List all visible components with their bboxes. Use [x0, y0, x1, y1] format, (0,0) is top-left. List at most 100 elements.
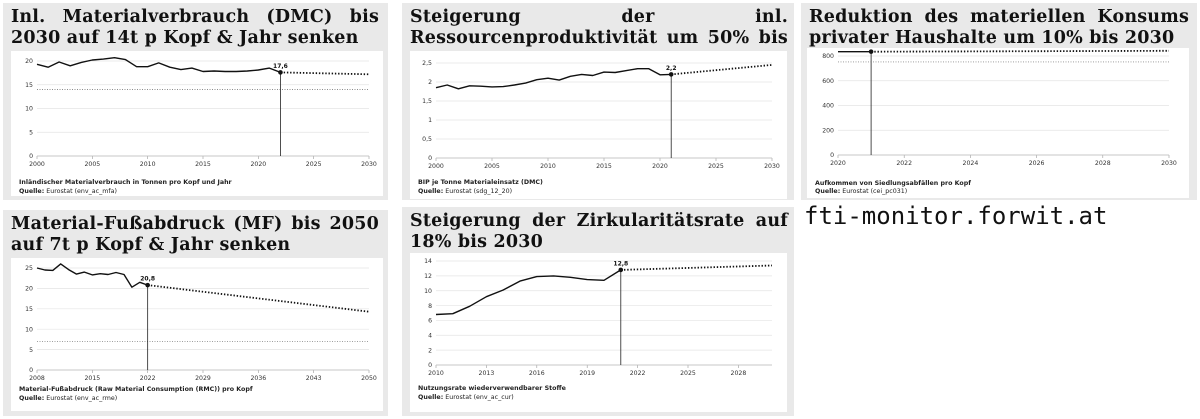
- data-line: [36, 263, 148, 288]
- x-tick-label: 2028: [1095, 160, 1111, 167]
- projection-line: [871, 49, 1170, 53]
- x-tick-label: 2008: [29, 375, 45, 382]
- panel-title-circularity: Steigerung der Zirkularitätsrate auf 18%…: [410, 211, 788, 252]
- x-tick-label: 2000: [428, 163, 444, 170]
- x-tick-label: 2022: [896, 160, 912, 167]
- y-tick-label: 5: [29, 129, 33, 136]
- y-tick-label: 6: [428, 318, 432, 325]
- chart-dmc: 0 5 10 15 20 2000 2005 2010 2015 2020 2025 2030 17,6: [25, 56, 377, 168]
- y-tick-label: 0: [29, 153, 33, 160]
- x-tick-label: 2028: [731, 370, 747, 377]
- y-tick-label: 20: [25, 286, 33, 293]
- x-tick-label: 2015: [84, 375, 100, 382]
- marker-point: [868, 49, 874, 54]
- panel-households: Reduktion des materiellen Konsums privat…: [801, 3, 1197, 200]
- y-tick-label: 12: [424, 273, 432, 280]
- y-tick-label: 0: [428, 362, 432, 369]
- x-tick-label: 2030: [1161, 160, 1177, 167]
- y-tick-label: 25: [25, 265, 33, 272]
- panel-title-households: Reduktion des materiellen Konsums privat…: [809, 7, 1189, 48]
- chart-households: 0 200 400 600 800 2020 2022 2024 2026 2028 2030 835: [822, 48, 1177, 167]
- x-tick-label: 2019: [579, 370, 595, 377]
- y-tick-label: 200: [822, 127, 834, 134]
- y-tick-label: 0: [428, 155, 432, 162]
- y-tick-label: 20: [25, 58, 33, 65]
- chart-card-productivity: 0 0,5 1 1,5 2 2,5 2000 2005 2010 2015 2020 2025 2030…: [410, 51, 787, 199]
- chart-caption-households: Aufkommen von Siedlungsabfällen pro Kopf: [815, 180, 971, 187]
- x-tick-label: 2000: [29, 161, 45, 168]
- chart-source-households: Quelle: Eurostat (cei_pc031): [815, 188, 908, 195]
- x-tick-label: 2020: [830, 160, 846, 167]
- chart-productivity: 0 0,5 1 1,5 2 2,5 2000 2005 2010 2015 2020 2025 2030…: [422, 60, 780, 170]
- marker-point: [145, 282, 150, 288]
- y-tick-label: 8: [428, 303, 432, 310]
- x-tick-label: 2010: [140, 161, 156, 168]
- chart-card-footprint: 0 5 10 15 20 25 2008 2015 2022 2029 2036 2043 2050 20…: [11, 258, 383, 411]
- chart-card-circularity: 0 2 4 6 8 10 12 14 2010 2013 2016 2019 2022 2025 2028 1…: [410, 253, 787, 412]
- y-tick-label: 0,5: [422, 136, 432, 143]
- x-tick-label: 2016: [529, 370, 545, 377]
- chart-source-circularity: Quelle: Eurostat (env_ac_cur): [418, 394, 514, 401]
- panel-productivity: Steigerung der inl. Ressourcenproduktivi…: [402, 3, 794, 200]
- projection-line: [620, 264, 773, 271]
- y-tick-label: 10: [25, 106, 33, 113]
- panel-circularity: Steigerung der Zirkularitätsrate auf 18%…: [402, 207, 794, 416]
- panel-title-dmc: Inl. Materialverbrauch (DMC) bis 2030 au…: [11, 7, 379, 48]
- panel-title-footprint: Material-Fußabdruck (MF) bis 2050 auf 7t…: [11, 214, 379, 255]
- x-tick-label: 2030: [764, 163, 780, 170]
- y-tick-label: 0: [29, 367, 33, 374]
- y-tick-label: 14: [424, 258, 432, 265]
- marker-label: 20,8: [140, 276, 155, 283]
- chart-caption-circularity: Nutzungsrate wiederverwendbarer Stoffe: [418, 385, 566, 392]
- y-tick-label: 2: [428, 79, 432, 86]
- x-tick-label: 2050: [361, 375, 377, 382]
- chart-circularity: 0 2 4 6 8 10 12 14 2010 2013 2016 2019 2022 2025 2028 1…: [424, 258, 773, 377]
- y-tick-label: 15: [25, 306, 33, 313]
- y-tick-label: 0: [830, 152, 834, 159]
- x-tick-label: 2025: [708, 163, 724, 170]
- chart-card-households: 0 200 400 600 800 2020 2022 2024 2026 2028 2030 835…: [807, 48, 1189, 198]
- x-tick-label: 2010: [540, 163, 556, 170]
- marker-point: [618, 267, 624, 273]
- chart-caption-productivity: BIP je Tonne Materialeinsatz (DMC): [418, 179, 543, 186]
- chart-card-dmc: 0 5 10 15 20 2000 2005 2010 2015 2020 2025 2030 17,6…: [11, 51, 383, 196]
- chart-source-footprint: Quelle: Eurostat (env_ac_rme): [19, 395, 118, 402]
- x-tick-label: 2005: [484, 163, 500, 170]
- data-line: [36, 56, 281, 74]
- y-tick-label: 2: [428, 347, 432, 354]
- marker-label: 2,2: [666, 65, 677, 72]
- x-tick-label: 2022: [140, 375, 156, 382]
- y-tick-label: 10: [25, 326, 33, 333]
- x-tick-label: 2020: [250, 161, 266, 168]
- x-tick-label: 2025: [306, 161, 322, 168]
- marker-point: [278, 70, 283, 75]
- x-tick-label: 2043: [306, 375, 322, 382]
- x-tick-label: 2015: [195, 161, 211, 168]
- x-tick-label: 2005: [84, 161, 100, 168]
- y-tick-label: 600: [822, 78, 834, 85]
- marker-point: [668, 72, 674, 77]
- x-tick-label: 2015: [596, 163, 612, 170]
- x-tick-label: 2024: [963, 160, 979, 167]
- y-tick-label: 15: [25, 82, 33, 89]
- y-tick-label: 5: [29, 347, 33, 354]
- marker-label: 835: [865, 48, 878, 49]
- x-tick-label: 2036: [250, 375, 266, 382]
- x-tick-label: 2026: [1029, 160, 1045, 167]
- site-url: fti-monitor.forwit.at: [804, 202, 1108, 230]
- x-tick-label: 2029: [195, 375, 211, 382]
- y-tick-label: 2,5: [422, 60, 432, 67]
- panel-dmc: Inl. Materialverbrauch (DMC) bis 2030 au…: [3, 3, 388, 200]
- x-tick-label: 2025: [680, 370, 696, 377]
- chart-caption-dmc: Inländischer Materialverbrauch in Tonnen…: [19, 179, 232, 186]
- y-tick-label: 10: [424, 288, 432, 295]
- chart-caption-footprint: Material-Fußabdruck (Raw Material Consum…: [19, 386, 253, 393]
- y-tick-label: 800: [822, 53, 834, 60]
- chart-source-productivity: Quelle: Eurostat (sdg_12_20): [418, 188, 513, 195]
- panel-footprint: Material-Fußabdruck (MF) bis 2050 auf 7t…: [3, 210, 388, 416]
- chart-footprint: 0 5 10 15 20 25 2008 2015 2022 2029 2036 2043 2050 20…: [25, 263, 377, 382]
- y-tick-label: 1,5: [422, 98, 432, 105]
- marker-label: 17,6: [273, 63, 288, 70]
- y-tick-label: 4: [428, 332, 432, 339]
- data-line: [435, 269, 622, 316]
